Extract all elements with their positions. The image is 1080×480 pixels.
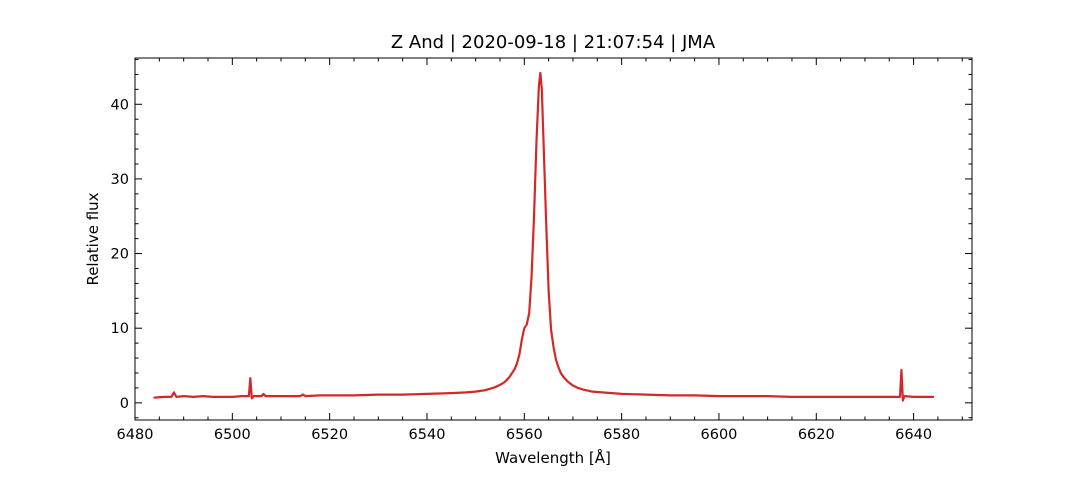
x-tick-label: 6540 bbox=[409, 427, 446, 443]
y-tick-label: 0 bbox=[120, 396, 129, 412]
chart-title: Z And | 2020-09-18 | 21:07:54 | JMA bbox=[391, 32, 716, 53]
x-axis-label: Wavelength [Å] bbox=[495, 448, 611, 467]
x-tick-label: 6580 bbox=[603, 427, 640, 443]
y-tick-label: 10 bbox=[111, 321, 129, 337]
y-tick-label: 40 bbox=[111, 97, 129, 113]
plot-frame bbox=[134, 57, 973, 421]
y-tick-label: 20 bbox=[111, 247, 129, 263]
x-tick-label: 6560 bbox=[506, 427, 543, 443]
y-tick-label: 30 bbox=[111, 172, 129, 188]
x-tick-label: 6600 bbox=[701, 427, 738, 443]
x-tick-label: 6520 bbox=[311, 427, 348, 443]
series-line bbox=[153, 71, 935, 402]
x-tick-label: 6480 bbox=[117, 427, 154, 443]
y-axis-label: Relative flux bbox=[84, 192, 102, 285]
x-tick-label: 6500 bbox=[214, 427, 251, 443]
x-tick-label: 6640 bbox=[895, 427, 932, 443]
x-tick-label: 6620 bbox=[798, 427, 835, 443]
tick-group: 6480 6500 6520 6540 6560 6580 6600 6620 6640 0 10 2… bbox=[111, 58, 972, 443]
